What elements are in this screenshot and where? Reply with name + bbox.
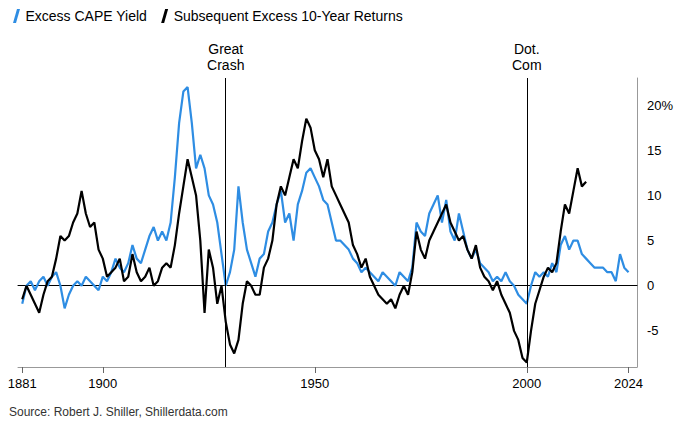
svg-text:5: 5 [647,233,654,248]
svg-text:20%: 20% [647,98,673,113]
svg-text:10: 10 [647,188,661,203]
svg-text:15: 15 [647,143,661,158]
svg-text:0: 0 [647,278,654,293]
svg-text:Com: Com [512,57,542,73]
svg-text:Dot.: Dot. [514,41,540,57]
svg-text:Subsequent Excess 10-Year Retu: Subsequent Excess 10-Year Returns [174,8,403,24]
svg-text:2000: 2000 [512,376,541,391]
svg-text:Excess CAPE Yield: Excess CAPE Yield [26,8,147,24]
svg-text:Great: Great [208,41,243,57]
svg-text:1881: 1881 [8,376,37,391]
svg-text:1950: 1950 [300,376,329,391]
svg-text:1900: 1900 [88,376,117,391]
svg-text:Crash: Crash [207,57,244,73]
svg-text:Source: Robert J. Shiller, Shi: Source: Robert J. Shiller, Shillerdata.c… [9,405,228,419]
svg-text:-5: -5 [647,323,659,338]
svg-text:2024: 2024 [614,376,643,391]
